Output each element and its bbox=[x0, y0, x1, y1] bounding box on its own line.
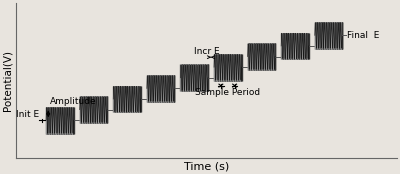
Text: Init E: Init E bbox=[16, 110, 40, 119]
Y-axis label: Potential(V): Potential(V) bbox=[3, 50, 13, 111]
Text: Incr E: Incr E bbox=[194, 47, 220, 56]
Text: Sample Period: Sample Period bbox=[195, 88, 260, 97]
Text: Final  E: Final E bbox=[347, 31, 379, 40]
Text: Amplitude: Amplitude bbox=[50, 97, 97, 106]
X-axis label: Time (s): Time (s) bbox=[184, 161, 229, 171]
